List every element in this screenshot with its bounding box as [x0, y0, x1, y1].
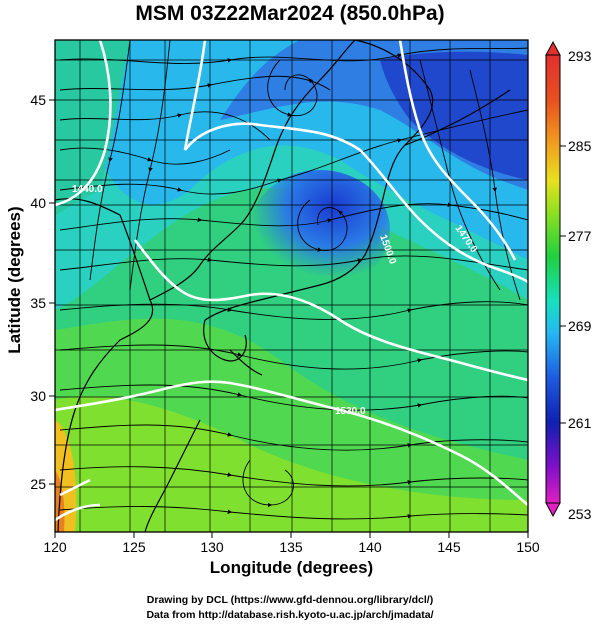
- height-contours: [55, 40, 528, 522]
- credit-data-source: Data from http://database.rish.kyoto-u.a…: [146, 609, 434, 621]
- y-axis-label: Latitude (degrees): [5, 206, 24, 354]
- lat-tick-label: 45: [30, 92, 46, 108]
- colorbar-label: 293: [568, 48, 592, 64]
- lon-tick-label: 120: [43, 539, 67, 555]
- lat-tick-label: 30: [30, 388, 46, 404]
- colorbar-label: 285: [568, 138, 592, 154]
- x-axis-label: Longitude (degrees): [209, 558, 374, 577]
- lon-tick-label: 135: [279, 539, 303, 555]
- colorbar: 293 285 277 269 261 253: [545, 40, 592, 522]
- contour-label: 1440.0: [72, 184, 103, 195]
- colorbar-label: 261: [568, 415, 592, 431]
- lon-tick-label: 130: [200, 539, 224, 555]
- colorbar-label: 269: [568, 318, 592, 334]
- axis-ticks: [49, 99, 529, 538]
- colorbar-label: 253: [568, 506, 592, 522]
- contour-label: 1530.0: [335, 406, 366, 417]
- lat-tick-label: 35: [30, 295, 46, 311]
- lon-tick-label: 125: [122, 539, 146, 555]
- lon-tick-label: 150: [516, 539, 540, 555]
- coastlines: [55, 40, 511, 532]
- lat-tick-label: 40: [30, 195, 46, 211]
- credit-drawing: Drawing by DCL (https://www.gfd-dennou.o…: [146, 594, 434, 606]
- lon-tick-label: 145: [437, 539, 461, 555]
- lon-tick-label: 140: [358, 539, 382, 555]
- wind-streamlines: [59, 40, 528, 520]
- lat-tick-label: 25: [30, 476, 46, 492]
- colorbar-label: 277: [568, 228, 592, 244]
- map-title: MSM 03Z22Mar2024 (850.0hPa): [135, 2, 445, 25]
